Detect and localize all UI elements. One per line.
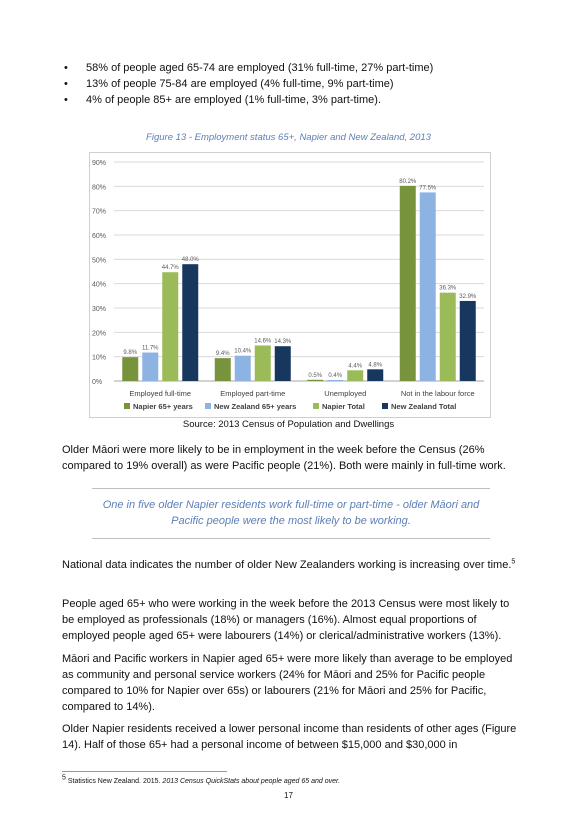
- bar-data-label: 0.5%: [308, 373, 322, 379]
- bar-data-label: 77.5%: [419, 185, 437, 191]
- bullet-item: • 13% of people 75-84 are employed (4% fu…: [62, 76, 433, 92]
- y-tick-label: 50%: [92, 257, 106, 264]
- bullet-icon: •: [64, 78, 68, 90]
- y-tick-label: 80%: [92, 184, 106, 191]
- bar: [122, 357, 139, 381]
- bar: [307, 379, 324, 381]
- bar: [367, 369, 384, 381]
- bar-data-label: 80.2%: [399, 179, 417, 185]
- y-tick-label: 60%: [92, 233, 106, 240]
- bar: [234, 355, 251, 381]
- bar-data-label: 36.3%: [439, 286, 457, 292]
- y-tick-label: 30%: [92, 306, 106, 313]
- bar-data-label: 11.7%: [142, 346, 159, 352]
- bullet-item: • 4% of people 85+ are employed (1% full-…: [62, 92, 433, 108]
- footnote-number: 5: [62, 774, 66, 782]
- y-tick-label: 70%: [92, 209, 106, 216]
- bar-data-label: 14.6%: [254, 338, 272, 344]
- figure-title: Figure 13 - Employment status 65+, Napie…: [146, 132, 431, 143]
- bar: [182, 264, 199, 381]
- bullet-icon: •: [64, 94, 68, 106]
- y-tick-label: 0%: [92, 379, 102, 386]
- y-tick-label: 20%: [92, 330, 106, 337]
- footnote-text: Statistics New Zealand. 2015.: [67, 778, 163, 785]
- x-category-label: Unemployed: [324, 389, 366, 398]
- bar: [439, 292, 456, 381]
- bar: [274, 346, 291, 381]
- paragraph-maori-pacific-workers: Māori and Pacific workers in Napier aged…: [62, 653, 513, 713]
- footnote-rule: [62, 771, 227, 772]
- y-tick-label: 90%: [92, 160, 106, 167]
- footnote-reference[interactable]: 5: [511, 558, 516, 566]
- callout-top-rule: [92, 488, 490, 489]
- x-category-label: Not in the labour force: [401, 389, 475, 398]
- bar: [162, 272, 179, 381]
- bar-data-label: 9.4%: [216, 351, 230, 357]
- callout-text: One in five older Napier residents work …: [102, 499, 480, 527]
- bullet-text: 58% of people aged 65-74 are employed (3…: [86, 62, 434, 74]
- x-category-label: Employed full-time: [129, 389, 191, 398]
- chart-container: 0% 10% 20% 30% 40% 50% 60% 70% 80% 90% 9.8% 11.7% 44…: [89, 152, 491, 418]
- bar-data-label: 9.8%: [123, 350, 137, 356]
- bar-data-label: 4.4%: [348, 363, 362, 369]
- bar: [254, 345, 271, 381]
- bullet-list: • 58% of people aged 65-74 are employed (…: [62, 60, 433, 108]
- paragraph-national-data: National data indicates the number of ol…: [62, 557, 522, 573]
- legend-swatch: [205, 403, 211, 409]
- bar-data-label: 0.4%: [328, 373, 342, 379]
- legend-swatch: [124, 403, 130, 409]
- paragraph-text: National data indicates the number of ol…: [62, 559, 512, 571]
- bar-data-label: 48.0%: [182, 257, 200, 263]
- legend-label: New Zealand 65+ years: [214, 402, 296, 411]
- employment-bar-chart: 0% 10% 20% 30% 40% 50% 60% 70% 80% 90% 9.8% 11.7% 44…: [92, 160, 484, 411]
- bar: [214, 358, 231, 381]
- legend-swatch: [382, 403, 388, 409]
- bar-data-label: 14.3%: [274, 339, 292, 345]
- legend-label: Napier Total: [322, 402, 365, 411]
- page-number: 17: [284, 791, 293, 800]
- x-category-label: Employed part-time: [220, 389, 285, 398]
- paragraph-maori-employment: Older Māori were more likely to be in em…: [62, 444, 506, 472]
- bullet-text: 4% of people 85+ are employed (1% full-t…: [86, 94, 382, 106]
- legend-label: New Zealand Total: [391, 402, 456, 411]
- bullet-item: • 58% of people aged 65-74 are employed (…: [62, 60, 433, 76]
- bullet-icon: •: [64, 62, 68, 74]
- callout-bottom-rule: [92, 538, 490, 539]
- bar-data-label: 10.4%: [234, 349, 252, 355]
- legend-swatch: [313, 403, 319, 409]
- bar: [419, 192, 436, 381]
- legend-label: Napier 65+ years: [133, 402, 193, 411]
- paragraph-income: Older Napier residents received a lower …: [62, 723, 517, 751]
- y-tick-label: 10%: [92, 355, 106, 362]
- footnote: 5 Statistics New Zealand. 2015. 2013 Cen…: [62, 774, 341, 785]
- bar-data-label: 32.9%: [459, 294, 477, 300]
- paragraph-occupations: People aged 65+ who were working in the …: [62, 598, 510, 642]
- bullet-text: 13% of people 75-84 are employed (4% ful…: [86, 78, 394, 90]
- bar: [327, 380, 344, 381]
- bar-data-label: 4.8%: [368, 362, 382, 368]
- footnote-title: 2013 Census QuickStats about people aged…: [162, 778, 341, 785]
- bar-data-label: 44.7%: [162, 265, 180, 271]
- y-tick-label: 40%: [92, 282, 106, 289]
- bar: [459, 300, 476, 381]
- bar: [347, 370, 364, 381]
- chart-source: Source: 2013 Census of Population and Dw…: [182, 419, 395, 430]
- bar: [399, 185, 416, 381]
- bar: [142, 352, 159, 381]
